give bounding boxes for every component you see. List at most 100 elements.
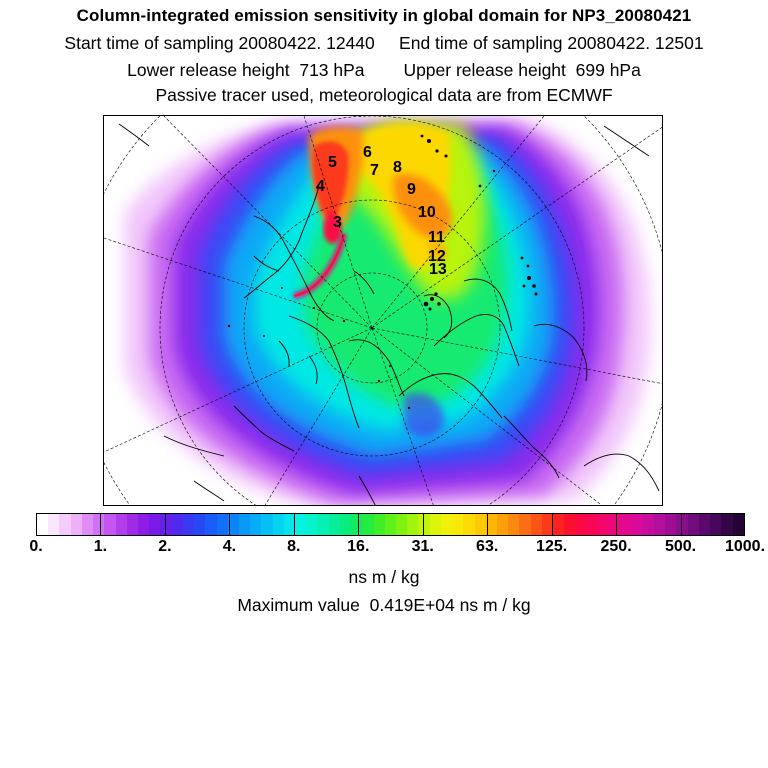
colorbar-swatch [676,514,688,535]
colorbar-swatch [205,514,217,535]
trajectory-marker-6: 6 [363,144,372,161]
colorbar-swatch [351,514,363,535]
maximum-value: Maximum value 0.419E+04 ns m / kg [237,595,531,615]
colorbar-swatch [530,514,542,535]
colorbar-swatch [452,514,464,535]
colorbar-swatch [339,514,352,535]
colorbar-swatch [306,514,318,535]
trajectory-marker-9: 9 [407,181,416,198]
colorbar-swatch [586,514,598,535]
colorbar-tick-label: 125. [536,538,568,555]
colorbar-swatch [485,514,497,535]
colorbar-swatch [496,514,509,535]
colorbar-swatch [519,514,531,535]
trajectory-marker-12: 12 [428,248,446,265]
colorbar-swatch [48,514,60,535]
colorbar-divider [487,513,489,536]
colorbar-swatch [620,514,632,535]
colorbar-tick-label: 0. [29,538,43,555]
colorbar-swatch [137,514,150,535]
colorbar-swatch [384,514,396,535]
colorbar-swatch [70,514,82,535]
colorbar-tick-label: 31. [411,538,434,555]
colorbar-swatch [115,514,127,535]
colorbar-swatch [104,514,116,535]
colorbar-units: ns m / kg [348,567,420,587]
colorbar-swatch [160,514,172,535]
trajectory-markers: 3 4 5 6 7 8 9 10 11 12 13 [316,144,447,278]
colorbar-swatch [93,514,105,535]
colorbar-swatch [508,514,520,535]
trajectory-marker-5: 5 [328,154,337,171]
trajectory-marker-10: 10 [418,204,436,221]
trajectory-marker-7: 7 [370,162,379,179]
colorbar-swatch [665,514,677,535]
colorbar-swatch [396,514,408,535]
colorbar-tick-label: 500. [664,538,697,555]
colorbar-swatch [149,514,161,535]
release-height-line: Lower release height 713 hPa Upper relea… [127,60,641,80]
colorbar-swatch [261,514,273,535]
colorbar-swatch [317,514,329,535]
colorbar-swatch [126,514,138,535]
trajectory-marker-3: 3 [333,214,342,231]
colorbar-swatch [440,514,453,535]
colorbar-divider [100,513,102,536]
colorbar-tick-label: 16. [347,538,370,555]
trajectory-marker-13: 13 [429,261,447,278]
colorbar-swatch [597,514,610,535]
colorbar-swatch [564,514,576,535]
colorbar-tick-label: 2. [158,538,172,555]
colorbar-tick-label: 4. [222,538,237,555]
colorbar-swatch [732,514,744,535]
colorbar-divider [680,513,682,536]
colorbar-divider [551,513,553,536]
colorbar-divider [422,513,424,536]
colorbar-swatch [687,514,699,535]
colorbar-swatch [654,514,666,535]
colorbar-swatch [328,514,340,535]
colorbar-swatch [182,514,195,535]
colorbar-swatch [171,514,183,535]
sensitivity-map: 3 4 5 6 7 8 9 10 11 12 13 [103,115,663,506]
colorbar-swatch [541,514,554,535]
colorbar-swatch [698,514,711,535]
colorbar-swatch [362,514,374,535]
trajectory-marker-4: 4 [316,178,325,195]
sensitivity-field [124,118,650,505]
colorbar-swatch [216,514,228,535]
trajectory-marker-8: 8 [393,159,402,176]
colorbar-divider [164,513,166,536]
colorbar-tick-label: 8. [287,538,301,555]
graticule [104,116,662,505]
plot-title: Column-integrated emission sensitivity i… [76,6,692,25]
colorbar-swatch [721,514,733,535]
colorbar-divider [293,513,295,536]
colorbar-swatch [407,514,419,535]
colorbar-swatch [272,514,284,535]
colorbar-swatch [553,514,565,535]
colorbar-tick-label: 1. [93,538,108,555]
colorbar-swatch [250,514,262,535]
colorbar-swatch [575,514,587,535]
tracer-info-line: Passive tracer used, meteorological data… [155,85,613,105]
colorbar-swatch [463,514,475,535]
colorbar-swatch [418,514,430,535]
colorbar-swatch [37,514,49,535]
colorbar-swatch [81,514,94,535]
colorbar-tick-label: 1000. [724,538,766,555]
islands [227,134,538,410]
colorbar-swatch [295,514,307,535]
colorbar [36,513,745,536]
colorbar-swatch [609,514,621,535]
trajectory-marker-11: 11 [428,229,445,246]
colorbar-swatch [238,514,251,535]
colorbar-divider [358,513,360,536]
colorbar-swatch [373,514,385,535]
colorbar-swatch [642,514,655,535]
colorbar-swatch [283,514,296,535]
colorbar-swatch [59,514,71,535]
coastlines [118,123,660,505]
colorbar-swatch [194,514,206,535]
colorbar-swatch [474,514,486,535]
